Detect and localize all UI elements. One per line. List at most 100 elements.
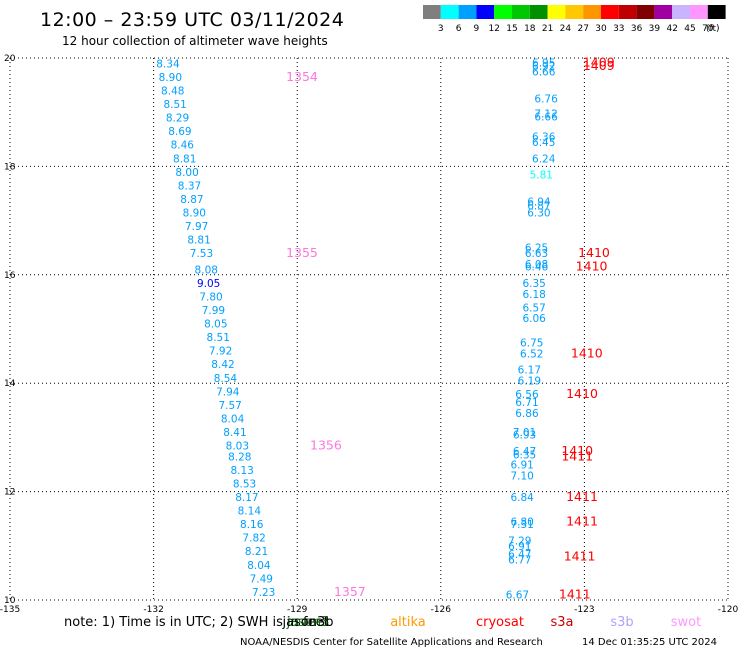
wave-height-label: 6.86 bbox=[515, 408, 539, 420]
pass-number-label: 1355 bbox=[286, 245, 318, 260]
pass-number-label: 1411 bbox=[566, 513, 598, 528]
wave-height-label: 8.17 bbox=[235, 492, 258, 504]
colorbar-tick-label: 15 bbox=[506, 24, 517, 34]
colorbar-tick-label: 6 bbox=[456, 24, 462, 34]
wave-height-label: 8.21 bbox=[245, 546, 268, 558]
wave-height-label: 6.56 bbox=[515, 389, 539, 401]
y-tick-label: 20 bbox=[4, 54, 16, 64]
colorbar-swatch bbox=[707, 5, 726, 19]
wave-height-label: 8.04 bbox=[247, 560, 271, 572]
colorbar-swatch bbox=[440, 5, 459, 19]
wave-height-label: 6.30 bbox=[527, 207, 550, 219]
wave-height-label: 8.41 bbox=[223, 427, 246, 439]
y-tick-label: 18 bbox=[4, 162, 16, 172]
colorbar-tick-label: 36 bbox=[631, 24, 643, 34]
colorbar-tick-label: 39 bbox=[649, 24, 661, 34]
wave-height-label: 8.05 bbox=[204, 319, 227, 331]
wave-height-label: 8.37 bbox=[178, 180, 201, 192]
pass-number-label: 1410 bbox=[578, 245, 610, 260]
wave-height-label: 6.47 bbox=[513, 446, 536, 458]
pass-number-label: 1409 bbox=[583, 58, 615, 73]
wave-height-label: 6.36 bbox=[532, 132, 556, 144]
colorbar-swatch bbox=[636, 5, 655, 19]
colorbar-tick-label: 33 bbox=[613, 24, 624, 34]
x-tick-label: -123 bbox=[574, 605, 594, 615]
wave-height-label: 7.82 bbox=[242, 533, 265, 545]
wave-height-label: 8.00 bbox=[175, 167, 198, 179]
wave-height-label: 9.05 bbox=[197, 278, 220, 290]
wave-height-label: 7.29 bbox=[508, 535, 531, 547]
wave-height-label: 6.80 bbox=[510, 516, 533, 528]
wave-height-label: 6.66 bbox=[534, 112, 558, 124]
x-axis-ticks: -135 -132 -129 -126 -123 -120 bbox=[0, 605, 738, 615]
footer-credit: NOAA/NESDIS Center for Satellite Applica… bbox=[240, 637, 543, 648]
colorbar-swatch bbox=[423, 5, 441, 19]
wave-height-label: 8.08 bbox=[195, 264, 218, 276]
wave-height-label: 8.81 bbox=[187, 235, 210, 247]
wave-height-label: 6.35 bbox=[522, 278, 545, 290]
colorbar-tick-label: 42 bbox=[666, 24, 677, 34]
wave-height-label: 7.80 bbox=[199, 291, 222, 303]
wave-height-label: 8.34 bbox=[156, 58, 180, 70]
wave-height-label: 8.29 bbox=[166, 113, 189, 125]
wave-height-label: 7.94 bbox=[216, 386, 240, 398]
mission-legend-label: s3b bbox=[610, 615, 633, 630]
mission-legend-label: jason3b bbox=[281, 615, 333, 630]
colorbar-tick-label: 12 bbox=[488, 24, 499, 34]
colorbar-tick-label: 70 bbox=[702, 24, 714, 34]
footer-note: note: 1) Time is in UTC; 2) SWH is in fe… bbox=[64, 615, 329, 630]
wave-height-label: 6.46 bbox=[525, 262, 549, 274]
wave-height-label: 7.57 bbox=[218, 400, 241, 412]
wave-height-label: 6.24 bbox=[532, 153, 556, 165]
colorbar-tick-label: 18 bbox=[524, 24, 536, 34]
footer-timestamp: 14 Dec 01:35:25 UTC 2024 bbox=[582, 637, 717, 648]
wave-height-label: 6.17 bbox=[518, 365, 541, 377]
colorbar-swatch bbox=[547, 5, 566, 19]
x-tick-label: -120 bbox=[718, 605, 739, 615]
colorbar-swatch bbox=[654, 5, 673, 19]
wave-height-label: 6.08 bbox=[525, 259, 548, 271]
colorbar-swatch bbox=[618, 5, 637, 19]
wave-height-label: 6.93 bbox=[513, 430, 536, 442]
wave-height-label: 6.92 bbox=[532, 61, 555, 73]
wave-height-label: 6.06 bbox=[522, 313, 546, 325]
colorbar-tick-label: 24 bbox=[560, 24, 572, 34]
wave-height-label: 7.92 bbox=[209, 346, 232, 358]
wave-height-label: 8.13 bbox=[230, 465, 253, 477]
pass-number-label: 1411 bbox=[559, 587, 591, 602]
wave-height-label: 6.47 bbox=[508, 549, 531, 561]
wave-height-label: 7.53 bbox=[190, 248, 213, 260]
wave-height-label: 6.94 bbox=[527, 197, 551, 209]
wave-height-label: 8.48 bbox=[161, 86, 184, 98]
wave-height-label: 8.90 bbox=[159, 72, 182, 84]
wave-height-label: 6.77 bbox=[508, 554, 531, 566]
pass-number-label: 1411 bbox=[561, 448, 593, 463]
wave-height-label: 6.87 bbox=[527, 200, 550, 212]
colorbar-legend: 3 6 9 12 15 18 21 24 27 30 33 36 39 42 45 70 bbox=[423, 5, 726, 34]
wave-height-label: 8.87 bbox=[180, 194, 203, 206]
pass-number-label: 1356 bbox=[310, 438, 342, 453]
x-tick-label: -126 bbox=[431, 605, 452, 615]
wave-height-label: 7.31 bbox=[510, 519, 533, 531]
wave-height-label: 6.63 bbox=[525, 248, 548, 260]
wave-height-label: 8.51 bbox=[207, 332, 230, 344]
colorbar-tick-label: 9 bbox=[474, 24, 480, 34]
wave-height-label: 8.04 bbox=[221, 413, 245, 425]
y-tick-label: 16 bbox=[4, 271, 16, 281]
wave-height-label: 6.67 bbox=[506, 590, 529, 602]
wave-height-label: 6.57 bbox=[522, 302, 545, 314]
wave-height-label: 8.81 bbox=[173, 153, 196, 165]
chart-subtitle: 12 hour collection of altimeter wave hei… bbox=[62, 34, 328, 48]
wave-height-label: 8.28 bbox=[228, 451, 251, 463]
wave-height-label: 8.51 bbox=[163, 99, 186, 111]
mission-legend-label: altika bbox=[390, 615, 426, 630]
wave-height-label: 8.53 bbox=[233, 478, 256, 490]
wave-height-label: 8.54 bbox=[214, 373, 238, 385]
wave-height-label: 8.14 bbox=[238, 506, 262, 518]
wave-height-label: 8.03 bbox=[226, 441, 249, 453]
pass-number-label: 1410 bbox=[576, 259, 608, 274]
wave-height-label: 6.45 bbox=[532, 137, 555, 149]
x-tick-label: -129 bbox=[287, 605, 308, 615]
mission-legend-label: swot bbox=[671, 615, 701, 630]
